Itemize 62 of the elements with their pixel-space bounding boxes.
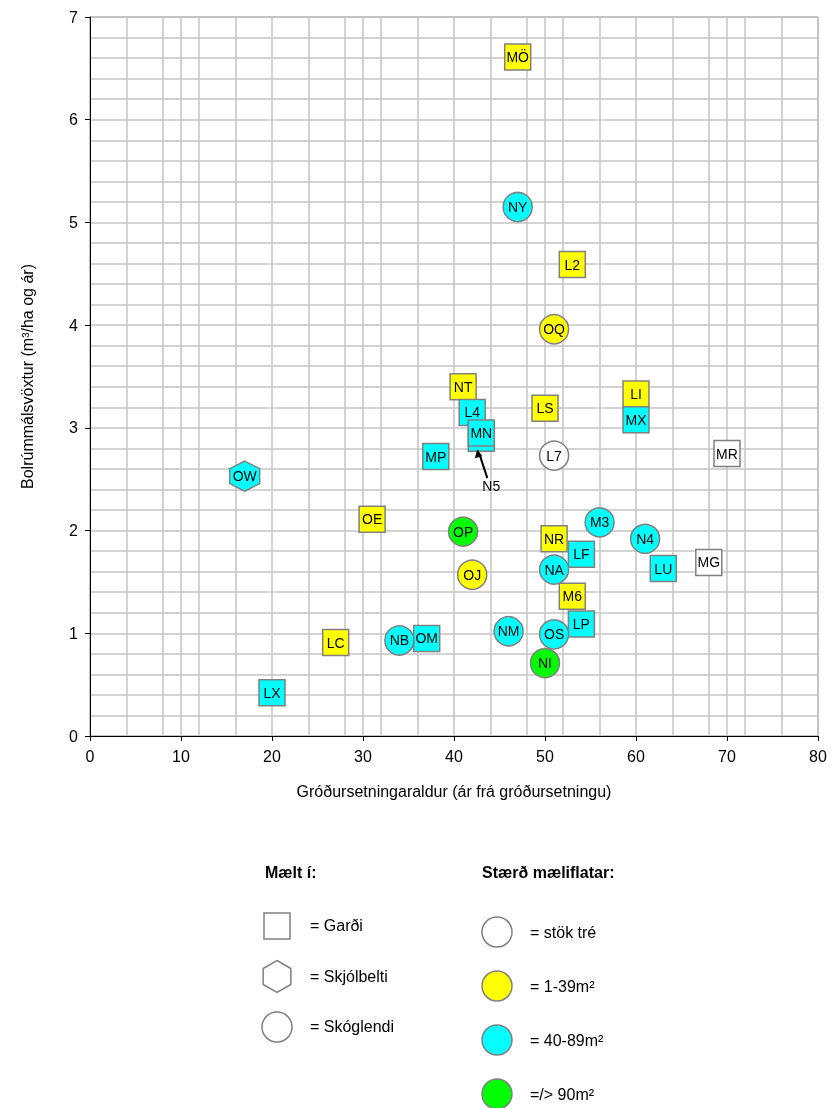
- legend-label: = 1-39m²: [530, 978, 596, 995]
- y-tick-label: 6: [69, 111, 79, 129]
- x-tick-label: 50: [536, 747, 554, 765]
- data-label: OE: [361, 511, 383, 528]
- data-label: OJ: [463, 566, 482, 583]
- y-tick-label: 5: [69, 213, 79, 231]
- data-label: N4: [636, 530, 655, 547]
- legend-title: Stærð mæliflatar:: [482, 864, 615, 881]
- data-label: OM: [415, 630, 438, 647]
- x-tick-label: 30: [354, 747, 372, 765]
- y-tick-label: 2: [69, 522, 79, 540]
- data-label: NB: [389, 632, 410, 649]
- y-tick-label: 4: [69, 316, 79, 334]
- data-label: L2: [564, 256, 581, 273]
- text: Mælt í:: [265, 864, 317, 881]
- data-label: NT: [453, 378, 473, 395]
- y-axis-title: Bolrúmmálsvöxtur (m³/ha og ár): [18, 264, 36, 489]
- data-label: LS: [536, 400, 554, 417]
- data-label: OW: [232, 468, 258, 485]
- legend-label: = stök tré: [530, 924, 597, 941]
- x-axis-title: Gróðursetningaraldur (ár frá gróðursetningu): [296, 782, 612, 800]
- data-label: LI: [630, 385, 642, 402]
- y-tick-label: 0: [69, 727, 79, 745]
- y-tick-label: 3: [69, 419, 79, 437]
- data-label: L4: [464, 404, 481, 421]
- data-label: LP: [572, 616, 590, 633]
- text: = Skóglendi: [310, 1018, 395, 1035]
- legend-label: = 40-89m²: [530, 1032, 605, 1049]
- annotation: N5: [482, 478, 501, 495]
- data-label: MG: [697, 554, 721, 571]
- x-tick-label: 80: [809, 747, 827, 765]
- y-tick-label: 7: [69, 8, 79, 26]
- data-label: MN: [470, 424, 493, 441]
- x-tick-label: 70: [718, 747, 736, 765]
- data-label: OQ: [543, 321, 566, 338]
- data-label: NM: [497, 623, 520, 640]
- data-label: LX: [263, 684, 282, 701]
- x-tick-label: 0: [85, 747, 95, 765]
- data-label: LF: [573, 546, 590, 563]
- text: = Skjólbelti: [310, 967, 388, 985]
- data-label: MR: [716, 445, 738, 462]
- data-label: M6: [562, 588, 583, 605]
- legend-label: =/> 90m²: [530, 1086, 595, 1103]
- data-label: OS: [543, 626, 565, 643]
- text: = Garði: [310, 917, 363, 934]
- y-tick-label: 1: [69, 624, 79, 642]
- data-label: MX: [625, 411, 648, 428]
- x-tick-label: 10: [172, 747, 190, 765]
- data-label: NA: [544, 561, 565, 578]
- data-label: OP: [452, 523, 474, 540]
- x-tick-label: 60: [627, 747, 645, 765]
- data-label: NR: [543, 530, 565, 547]
- data-label: LC: [326, 634, 345, 651]
- x-tick-label: 20: [263, 747, 281, 765]
- data-label: MP: [425, 448, 447, 465]
- data-label: NY: [507, 199, 529, 216]
- data-label: NI: [538, 655, 552, 672]
- data-label: MÖ: [506, 48, 530, 66]
- data-label: M3: [589, 514, 610, 531]
- data-label: L7: [546, 447, 563, 464]
- x-tick-label: 40: [445, 747, 463, 765]
- data-label: LU: [654, 560, 673, 577]
